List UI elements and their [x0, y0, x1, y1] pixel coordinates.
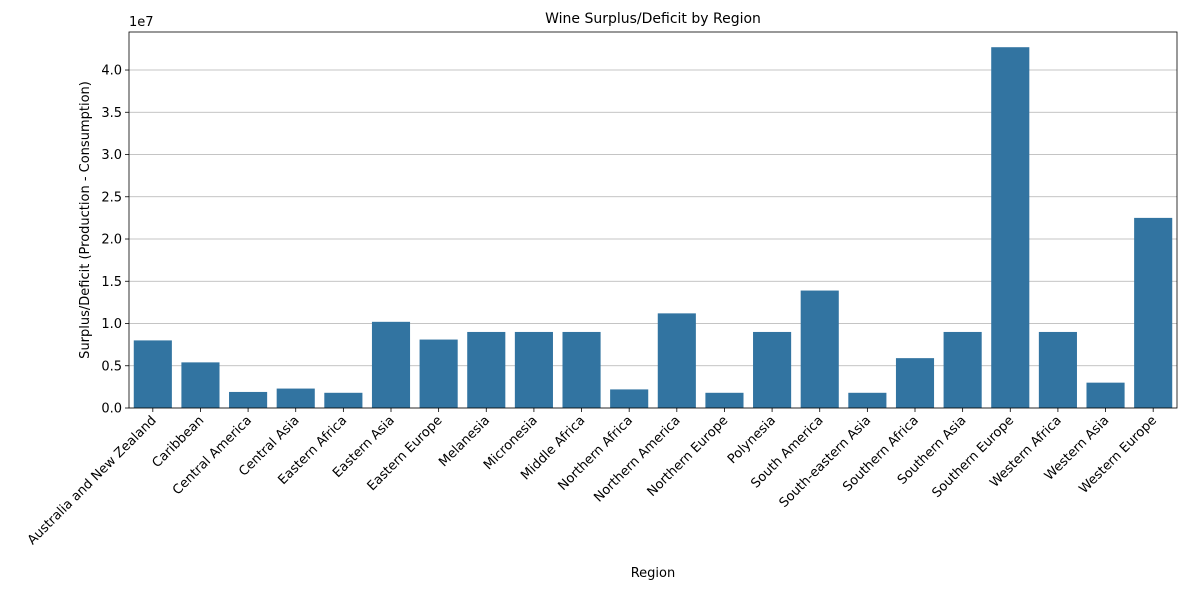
y-tick-label: 0.0	[101, 402, 122, 417]
x-tick-label: South-eastern Asia	[777, 413, 875, 511]
bar	[753, 331, 792, 408]
bar	[229, 391, 268, 408]
bar	[943, 331, 982, 408]
y-tick-label: 4.0	[101, 64, 122, 79]
chart-title: Wine Surplus/Deficit by Region	[545, 11, 761, 27]
bar	[1086, 382, 1125, 408]
bar	[800, 290, 839, 408]
x-tick-label: Australia and New Zealand	[25, 413, 160, 548]
bar	[514, 331, 553, 408]
y-tick-label: 1.0	[101, 317, 122, 332]
bar	[1038, 331, 1077, 408]
bar	[181, 362, 220, 408]
bar	[562, 331, 601, 408]
y-axis-label: Surplus/Deficit (Production - Consumptio…	[78, 81, 93, 359]
y-tick-label: 2.0	[101, 233, 122, 248]
bar	[371, 321, 411, 408]
bar	[1134, 217, 1173, 408]
bar	[848, 392, 887, 408]
y-axis-ticks: 0.0 0.5 1.0 1.5 2.0 2.5 3.0 3.5 4.0	[101, 64, 129, 417]
bar	[895, 358, 935, 408]
bar	[991, 47, 1030, 409]
x-axis-label: Region	[631, 566, 676, 581]
y-tick-label: 3.0	[101, 148, 122, 163]
x-tick-label: Northern Europe	[645, 413, 732, 500]
y-tick-label: 1.5	[101, 275, 122, 290]
y-tick-label: 0.5	[101, 359, 122, 374]
x-axis-ticks: Australia and New ZealandCaribbeanCentra…	[25, 408, 1160, 548]
y-gridlines	[129, 69, 1177, 409]
bar	[324, 392, 363, 408]
x-tick-label: Northern America	[591, 413, 683, 505]
bars	[133, 47, 1173, 409]
bar	[276, 388, 315, 408]
y-tick-label: 2.5	[101, 190, 122, 205]
x-tick-label: Southern Europe	[929, 413, 1017, 501]
bar	[705, 392, 744, 408]
y-tick-label: 3.5	[101, 106, 122, 121]
plot-area-frame	[128, 31, 1178, 409]
bar	[467, 331, 506, 408]
bar	[133, 340, 172, 408]
y-axis-scale-label: 1e7	[129, 15, 154, 30]
bar	[610, 389, 649, 408]
bar	[657, 313, 696, 408]
bar	[419, 339, 458, 408]
